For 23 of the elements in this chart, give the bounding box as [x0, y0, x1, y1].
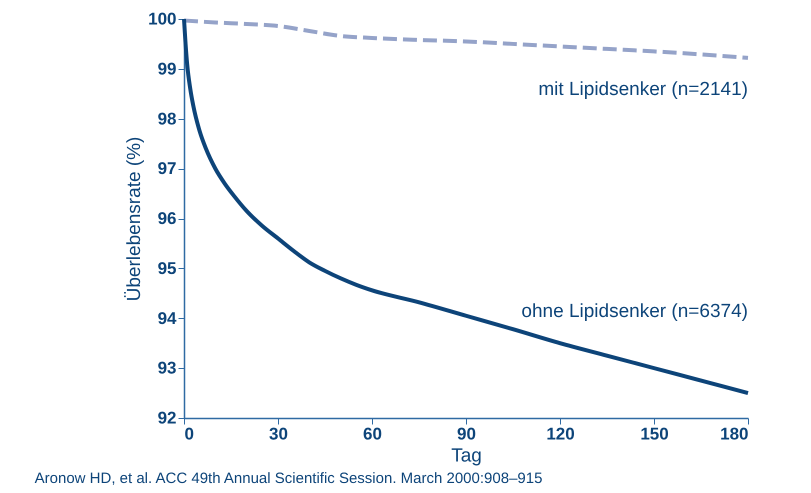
y-tick-label: 95: [158, 258, 176, 278]
y-tick-label: 94: [158, 308, 178, 328]
y-axis-title: Überlebensrate (%): [124, 136, 146, 302]
line-series: [182, 17, 750, 396]
y-tick-label: 98: [158, 109, 176, 128]
y-tick-label: 100: [148, 10, 176, 28]
series-label: ohne Lipidsenker (n=6374): [521, 301, 748, 322]
x-tick-label: 180: [720, 424, 748, 444]
text: Aronow HD, et al. ACC 49th Annual Scientific Session. March 2000:908–915: [34, 470, 542, 487]
y-tick-label: 93: [158, 358, 176, 378]
y-tick-label: 92: [158, 408, 176, 428]
x-tick-label: 90: [457, 424, 476, 444]
x-axis-title: Tag: [451, 446, 482, 466]
series-label: mit Lipidsenker (n=2141): [538, 78, 748, 100]
x-tick-label: 0: [184, 424, 194, 444]
y-tick-label: 97: [158, 159, 176, 178]
x-tick-label: 120: [546, 424, 575, 444]
x-tick-label: 150: [640, 424, 669, 444]
y-tick-label: 99: [158, 59, 176, 78]
line-series: [182, 18, 750, 60]
x-tick-label: 60: [363, 424, 382, 444]
x-tick-label: 30: [269, 424, 288, 444]
y-tick-label: 96: [158, 209, 176, 228]
